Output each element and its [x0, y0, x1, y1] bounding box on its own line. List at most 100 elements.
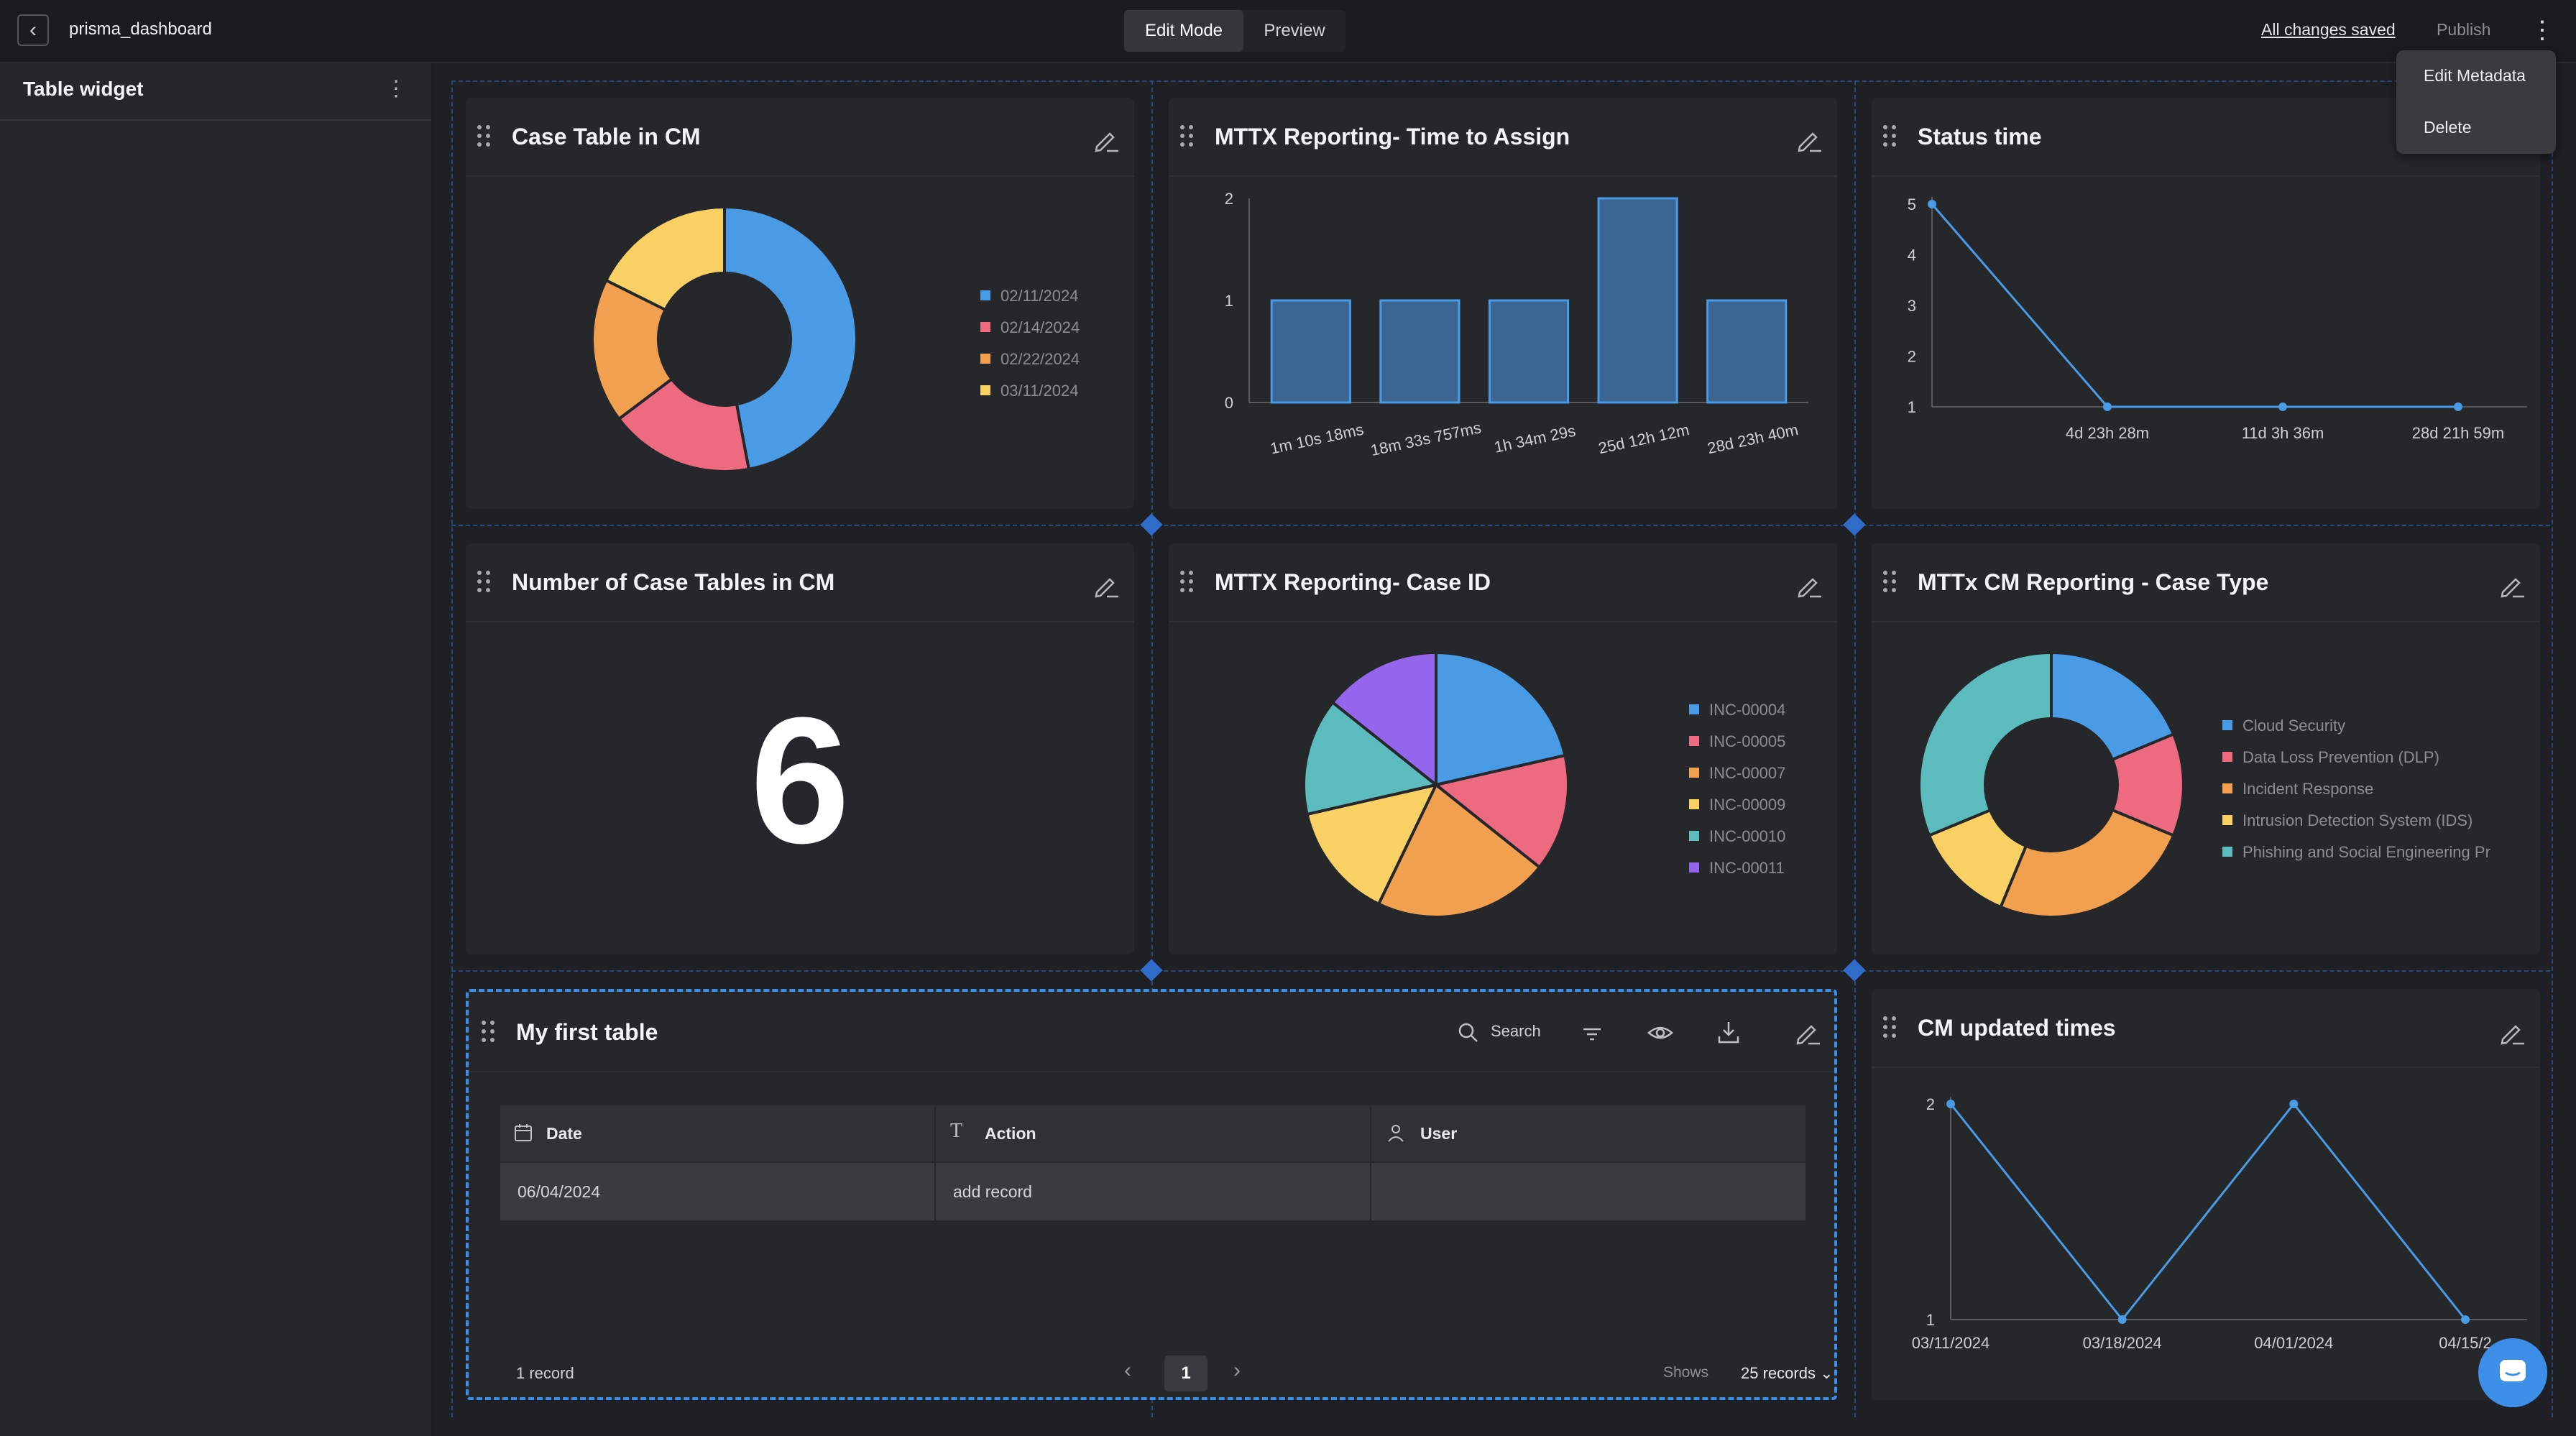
edit-icon[interactable]: [1091, 125, 1121, 155]
edit-icon[interactable]: [1793, 1018, 1823, 1048]
table-cell[interactable]: add record: [936, 1163, 1370, 1220]
column-header-date[interactable]: Date: [500, 1105, 934, 1161]
donut-chart: [591, 205, 858, 473]
mode-toggle: Edit Mode Preview: [1124, 10, 1346, 52]
search-button[interactable]: Search: [1491, 1022, 1541, 1040]
legend-swatch: [1689, 831, 1699, 842]
bar-chart: 0 1 2 1m 10s 18ms 18m 33s 757ms 1h 34m 29s 25d…: [1225, 190, 1808, 459]
preview-button[interactable]: Preview: [1264, 21, 1325, 40]
drag-handle-icon[interactable]: [1883, 125, 1899, 149]
calendar-icon: [515, 1124, 532, 1141]
legend-label: Phishing and Social Engineering Pr: [2242, 843, 2490, 861]
data-point[interactable]: [2454, 402, 2462, 411]
sidebar: [0, 63, 431, 1436]
widget-cm-updated: CM updated times 1 2 03/11/2024 03/18/2024 0…: [1872, 989, 2540, 1400]
chat-launcher-button[interactable]: [2478, 1338, 2547, 1407]
shows-label: Shows: [1663, 1364, 1709, 1381]
edit-icon[interactable]: [1091, 571, 1121, 601]
drag-handle-icon[interactable]: [477, 125, 493, 149]
eye-icon[interactable]: [1647, 1022, 1673, 1044]
cell-text: 06/04/2024: [518, 1182, 601, 1201]
user-icon: [1388, 1125, 1404, 1142]
pie-slice: [1432, 753, 1570, 870]
drag-handle-icon[interactable]: [1180, 125, 1196, 149]
edit-icon[interactable]: [2497, 1018, 2527, 1048]
drag-handle-icon[interactable]: [477, 571, 493, 595]
sidebar-divider: [0, 119, 431, 121]
x-tick-label: 1m 10s 18ms: [1269, 420, 1365, 458]
menu-item-delete[interactable]: Delete: [2424, 118, 2472, 137]
y-tick-label: 1: [1225, 292, 1233, 310]
prev-page-icon[interactable]: ‹: [1124, 1358, 1131, 1382]
x-tick-label: 04/01/2024: [2254, 1334, 2333, 1352]
y-tick-label: 1: [1926, 1311, 1935, 1329]
page-size-select[interactable]: 25 records ⌄: [1741, 1364, 1834, 1383]
chat-icon: [2500, 1360, 2526, 1381]
data-point[interactable]: [2289, 1100, 2299, 1108]
widget-header: [1872, 989, 2540, 1068]
legend-swatch: [1689, 768, 1699, 778]
more-options-icon[interactable]: ⋮: [2530, 17, 2554, 44]
edit-icon[interactable]: [2497, 571, 2527, 601]
filter-icon[interactable]: [1581, 1023, 1603, 1045]
edit-mode-button[interactable]: Edit Mode: [1124, 10, 1243, 52]
x-tick-label: 04/15/2: [2439, 1334, 2491, 1352]
page-number-button[interactable]: 1: [1164, 1356, 1208, 1391]
legend-item: Intrusion Detection System (IDS): [2222, 805, 2531, 837]
drag-handle-icon[interactable]: [1883, 1016, 1899, 1041]
pie-slice: [617, 377, 751, 473]
menu-item-edit-metadata[interactable]: Edit Metadata: [2424, 66, 2526, 85]
pie-slice: [723, 205, 858, 471]
legend-label: Incident Response: [2242, 780, 2374, 798]
sidebar-more-icon[interactable]: ⋮: [385, 77, 407, 101]
widget-title: My first table: [516, 1019, 658, 1045]
table-cell[interactable]: 06/04/2024: [500, 1163, 934, 1220]
widget-mttx-assign: MTTX Reporting- Time to Assign 0 1 2 1m 10s…: [1169, 98, 1837, 509]
column-header-user[interactable]: User: [1371, 1105, 1806, 1161]
publish-button[interactable]: Publish: [2437, 20, 2491, 39]
search-icon[interactable]: [1458, 1022, 1479, 1044]
x-tick-label: 1h 34m 29s: [1493, 421, 1578, 456]
data-point[interactable]: [2117, 1315, 2127, 1324]
bar[interactable]: [1597, 197, 1678, 404]
edit-icon[interactable]: [1794, 571, 1824, 601]
widget-header: [1872, 98, 2540, 177]
widget-my-table: My first table Search Date T Action: [466, 989, 1837, 1400]
bar[interactable]: [1488, 299, 1570, 404]
grid-guide: [1854, 80, 1856, 1417]
line-chart: 1 2 3 4 5 4d 23h 28m 11d 3h 36m 28d 21h 59m: [1908, 195, 2527, 442]
legend-label: 02/22/2024: [1000, 350, 1080, 368]
data-point[interactable]: [2461, 1315, 2470, 1324]
data-point[interactable]: [2278, 402, 2287, 411]
data-point[interactable]: [1946, 1100, 1955, 1108]
back-button[interactable]: ‹: [17, 14, 49, 46]
bar[interactable]: [1270, 299, 1351, 404]
x-tick-label: 18m 33s 757ms: [1369, 418, 1483, 459]
data-point[interactable]: [1928, 200, 1936, 208]
pie-slice: [2050, 650, 2176, 762]
widget-case-id: MTTX Reporting- Case ID INC-00004 INC-000…: [1169, 543, 1837, 954]
drag-handle-icon[interactable]: [482, 1021, 497, 1045]
bar[interactable]: [1706, 299, 1788, 404]
drag-handle-icon[interactable]: [1180, 571, 1196, 595]
download-icon[interactable]: [1716, 1019, 1741, 1045]
legend-label: 02/14/2024: [1000, 318, 1080, 336]
pie-slice: [1998, 808, 2176, 919]
next-page-icon[interactable]: ›: [1233, 1358, 1241, 1382]
y-tick-label: 2: [1926, 1095, 1935, 1113]
column-header-action[interactable]: T Action: [936, 1105, 1370, 1161]
grid-guide: [451, 525, 2550, 526]
save-status-link[interactable]: All changes saved: [2261, 20, 2396, 39]
drag-handle-icon[interactable]: [1883, 571, 1899, 595]
bar[interactable]: [1379, 299, 1460, 404]
table-cell[interactable]: [1371, 1163, 1806, 1220]
x-tick-label: 03/18/2024: [2083, 1334, 2162, 1352]
edit-icon[interactable]: [1794, 125, 1824, 155]
y-tick-label: 1: [1908, 398, 1916, 416]
column-header-label: Date: [546, 1124, 582, 1143]
legend-item: INC-00005: [1689, 726, 1785, 758]
legend-label: INC-00007: [1709, 764, 1786, 782]
widget-header: [1169, 98, 1837, 177]
data-point[interactable]: [2103, 402, 2112, 411]
y-tick-label: 0: [1225, 394, 1233, 412]
